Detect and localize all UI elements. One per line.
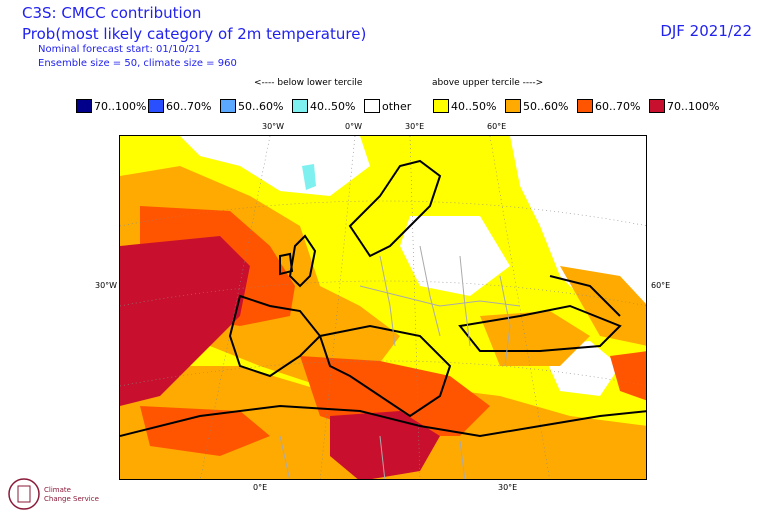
thermometer-icon <box>17 485 31 503</box>
axis-top-label: 0°W <box>345 122 362 131</box>
logo-line1: Climate <box>44 486 71 494</box>
legend-item: 60..70% <box>148 98 211 114</box>
borders <box>279 245 521 479</box>
legend-swatch <box>649 99 665 113</box>
coastlines <box>120 159 646 438</box>
axis-bottom-label: 30°E <box>498 483 518 492</box>
legend-label: 50..60% <box>238 99 284 113</box>
legend-label: 60..70% <box>595 99 641 113</box>
axis-left-label: 30°W <box>95 281 118 290</box>
axis-top-label: 30°W <box>262 122 285 131</box>
legend-label: 60..70% <box>166 99 212 113</box>
region-below-40-50 <box>302 164 316 190</box>
logo-svg: Climate Change Service <box>8 478 99 510</box>
legend-swatch <box>577 99 593 113</box>
legend-item: 40..50% <box>433 98 496 114</box>
legend-swatch <box>505 99 521 113</box>
legend-swatch <box>433 99 449 113</box>
region-above-70-100 <box>330 411 440 479</box>
region-above-60-70 <box>140 406 270 456</box>
axis-top-label: 30°E <box>405 122 425 131</box>
chart-subtitle: Prob(most likely category of 2m temperat… <box>22 25 367 43</box>
region-other <box>180 136 370 196</box>
c3s-logo: Climate Change Service <box>4 474 124 518</box>
region-above-60-70 <box>610 351 646 401</box>
legend-item: 50..60% <box>505 98 568 114</box>
chart-title: C3S: CMCC contribution <box>22 4 202 22</box>
logo-circle <box>8 478 40 510</box>
legend-swatch <box>292 99 308 113</box>
graticule <box>120 136 646 479</box>
legend-item: 50..60% <box>220 98 283 114</box>
region-other <box>400 216 510 296</box>
legend-swatch <box>364 99 380 113</box>
above-tercile-label: above upper tercile ----> <box>432 78 544 88</box>
logo-line2: Change Service <box>44 495 99 503</box>
ensemble-size: Ensemble size = 50, climate size = 960 <box>38 58 237 69</box>
legend-item: 70..100% <box>649 98 719 114</box>
region-above-50-60 <box>480 311 590 366</box>
map-svg <box>120 136 646 479</box>
legend-label: 70..100% <box>94 99 147 113</box>
legend-label: other <box>382 99 412 113</box>
legend-label: 50..60% <box>523 99 569 113</box>
legend-swatch <box>148 99 164 113</box>
legend-label: 70..100% <box>667 99 720 113</box>
below-tercile-label: <---- below lower tercile <box>254 78 363 88</box>
legend-swatch <box>220 99 236 113</box>
legend-item: 40..50% <box>292 98 355 114</box>
legend-item: 70..100% <box>76 98 146 114</box>
season-label: DJF 2021/22 <box>660 22 752 40</box>
legend-label: 40..50% <box>310 99 356 113</box>
legend-item: other <box>364 98 411 114</box>
legend-label: 40..50% <box>451 99 497 113</box>
probability-map <box>119 135 647 480</box>
axis-bottom-label: 0°E <box>253 483 268 492</box>
forecast-start: Nominal forecast start: 01/10/21 <box>38 44 201 55</box>
legend-swatch <box>76 99 92 113</box>
region-above-50-60 <box>560 266 646 346</box>
legend-item: 60..70% <box>577 98 640 114</box>
region-above-70-100 <box>120 236 250 406</box>
axis-top-label: 60°E <box>487 122 507 131</box>
axis-right-label: 60°E <box>651 281 671 290</box>
